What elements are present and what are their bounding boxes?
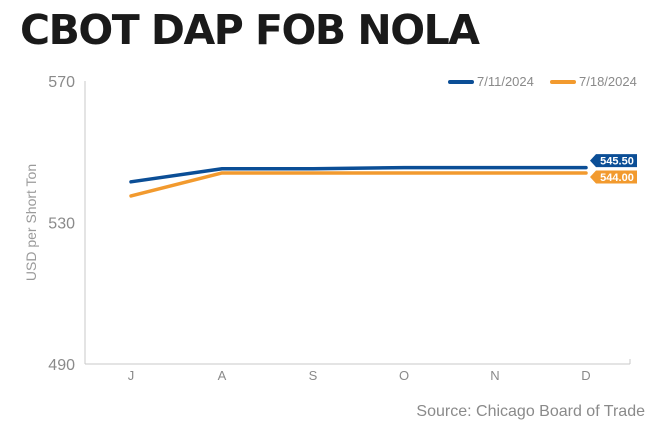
end-label-tag bbox=[590, 170, 637, 184]
x-tick-label: S bbox=[309, 368, 318, 383]
end-label-value: 545.50 bbox=[600, 156, 634, 168]
x-tick-label: O bbox=[399, 368, 409, 383]
y-tick-label: 530 bbox=[48, 216, 75, 233]
series-line bbox=[129, 165, 588, 184]
end-value-labels: 545.50 544.00 bbox=[590, 154, 637, 184]
end-label-value: 544.00 bbox=[600, 172, 634, 184]
y-axis-label: USD per Short Ton bbox=[23, 164, 39, 281]
chart-legend: 7/11/2024 7/18/2024 bbox=[448, 74, 637, 89]
legend-label: 7/18/2024 bbox=[579, 74, 637, 89]
tick-labels: 490 530 570 USD per Short Ton J A S O N D bbox=[23, 74, 591, 383]
chart-title: CBOT DAP FOB NOLA bbox=[20, 6, 480, 54]
x-tick-label: A bbox=[218, 368, 227, 383]
x-tick-label: D bbox=[581, 368, 590, 383]
legend-label: 7/11/2024 bbox=[477, 74, 534, 89]
x-tick-label: J bbox=[128, 368, 135, 383]
x-tick-label: N bbox=[490, 368, 499, 383]
series-line bbox=[129, 171, 588, 198]
end-label-tag bbox=[590, 154, 637, 168]
source-note: Source: Chicago Board of Trade bbox=[416, 403, 645, 420]
y-tick-label: 490 bbox=[48, 357, 75, 374]
chart-axes bbox=[84, 81, 631, 365]
y-tick-label: 570 bbox=[48, 74, 75, 91]
series-lines bbox=[129, 165, 588, 198]
